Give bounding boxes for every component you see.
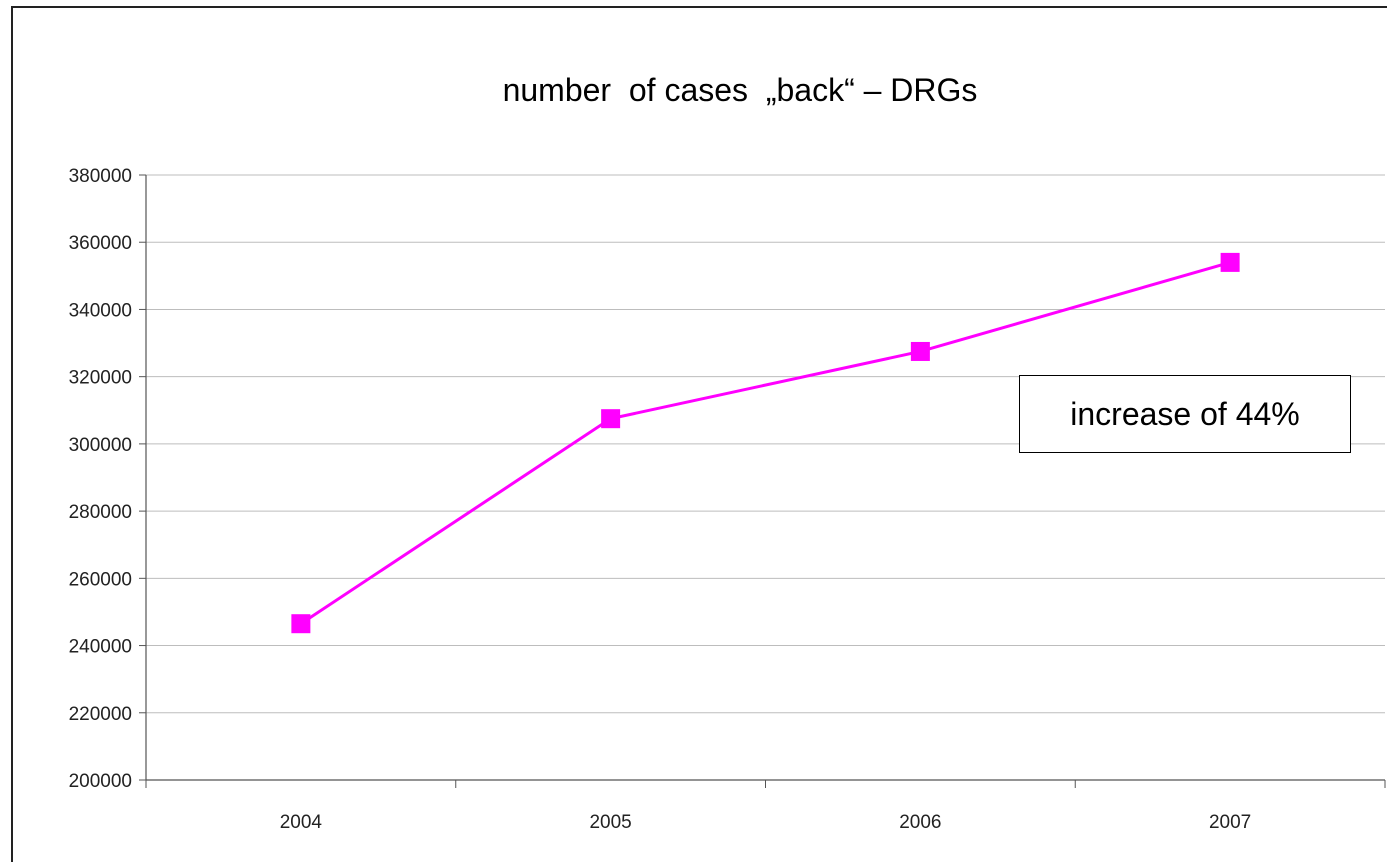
data-point-marker [1220,252,1240,272]
y-tick-label: 280000 [69,502,132,523]
series-layer [291,252,1240,634]
y-tick-label: 380000 [69,166,132,187]
x-tick-label: 2007 [1209,812,1251,833]
series-line [300,260,1231,625]
data-point-marker [291,614,311,634]
increase-annotation: increase of 44% [1019,375,1351,453]
y-tick-label: 200000 [69,771,132,792]
axes [145,175,1385,781]
y-tick-label: 340000 [69,300,132,321]
y-tick-label: 300000 [69,435,132,456]
y-tick-label: 240000 [69,637,132,658]
data-point-marker [601,409,621,429]
annotation-text: increase of 44% [1070,395,1300,432]
y-axis-ticks: 200000 220000 240000 260000 280000 300000 3200… [69,166,146,792]
x-axis-ticks: 2004 2005 2006 2007 [145,780,1386,833]
x-tick-label: 2004 [280,812,323,833]
chart-title: number of cases „back“ – DRGs [502,72,978,108]
y-tick-label: 360000 [69,233,132,254]
x-tick-label: 2006 [899,812,941,833]
y-tick-label: 260000 [69,569,132,590]
data-point-marker [910,341,930,361]
y-tick-label: 320000 [69,368,132,389]
x-tick-label: 2005 [589,812,631,833]
y-tick-label: 220000 [69,704,132,725]
